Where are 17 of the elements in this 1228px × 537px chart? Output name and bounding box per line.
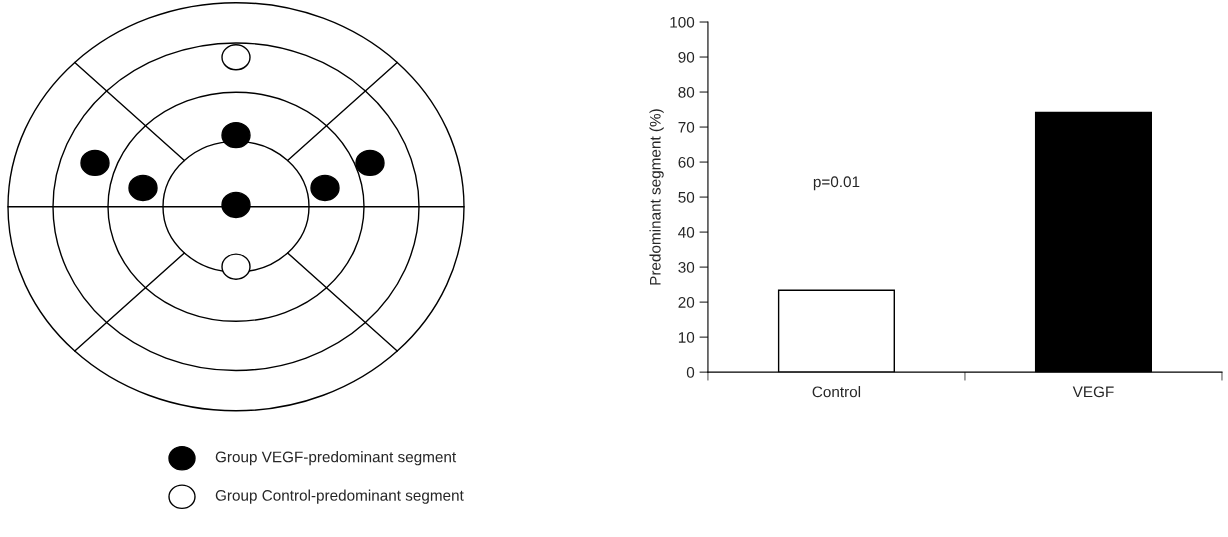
text: Group VEGF-predominant segment — [215, 451, 457, 466]
annotation: p=0.01 — [813, 176, 860, 191]
y-tick-label: 0 — [686, 367, 695, 378]
y-tick-label: 10 — [678, 332, 695, 343]
y-tick-label: 20 — [678, 296, 695, 308]
y-tick-label: 80 — [678, 86, 695, 98]
y-tick-label: 90 — [678, 51, 695, 63]
y-tick-label: 30 — [678, 261, 695, 273]
x-tick-label: Control — [812, 386, 861, 398]
y-tick-label: 40 — [678, 226, 695, 238]
y-tick-label: 70 — [678, 121, 695, 133]
text: Group Control-predominant segment — [215, 489, 464, 504]
x-tick-label: VEGF — [1072, 386, 1114, 398]
y-tick-label: 60 — [678, 156, 695, 168]
y-axis-title: Predominant segment (%) — [649, 109, 664, 285]
y-tick-label: 50 — [678, 191, 695, 203]
y-tick-label: 100 — [670, 16, 695, 28]
